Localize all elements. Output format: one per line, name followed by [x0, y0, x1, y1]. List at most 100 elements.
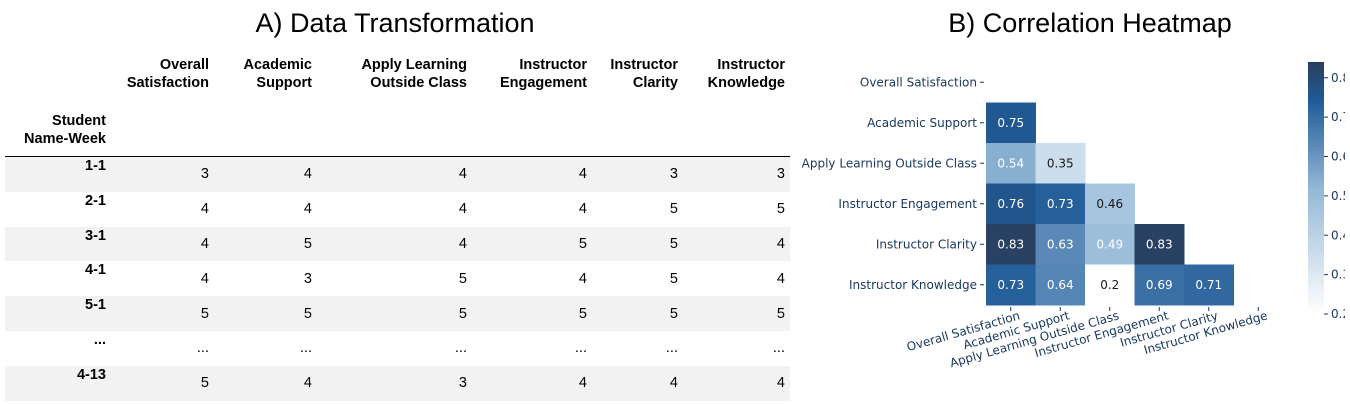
table-cell: 5 — [669, 201, 678, 218]
table-cell: 4 — [200, 235, 209, 252]
y-tick-label: Overall Satisfaction — [860, 75, 977, 89]
data-table-container: Overall Satisfaction Academic Support Appl… — [5, 52, 795, 401]
heatmap-cell — [1085, 264, 1135, 306]
table-cell: 4 — [776, 375, 785, 392]
column-header: Academic Support — [243, 57, 312, 91]
table-cell: 5 — [669, 235, 678, 252]
cell-value-label: 0.35 — [1047, 156, 1074, 170]
row-index: 4-13 — [76, 366, 106, 383]
table-cell: ... — [772, 340, 785, 357]
panel-a-title: A) Data Transformation — [255, 8, 535, 38]
cell-value-label: 0.73 — [997, 278, 1024, 292]
y-tick-label: Instructor Clarity — [876, 237, 977, 251]
column-header: Apply Learning Outside Class — [361, 57, 467, 91]
y-tick-label: Instructor Knowledge — [849, 278, 977, 292]
heatmap-cell — [1035, 224, 1086, 265]
table-cell: ... — [454, 340, 467, 357]
table-cell: 4 — [200, 201, 209, 218]
column-header-row: Overall Satisfaction Academic Support Appl… — [5, 52, 790, 100]
heatmap-cell — [986, 102, 1036, 144]
cell-value-label: 0.69 — [1146, 278, 1173, 292]
column-header: Instructor Clarity — [610, 57, 678, 91]
row-index: 3-1 — [85, 227, 106, 244]
table-row: 5-1 5 5 5 5 5 5 — [5, 296, 790, 331]
heatmap-cell — [986, 183, 1036, 225]
row-index: ... — [93, 331, 106, 348]
panel-b-title: B) Correlation Heatmap — [948, 8, 1232, 38]
table-cell: 3 — [200, 166, 209, 183]
y-tick-label: Instructor Engagement — [838, 197, 977, 211]
table-row: 4-13 5 4 3 4 4 4 — [5, 365, 790, 401]
table-cell: 3 — [669, 166, 678, 183]
colorbar-tick-label: 0.7 — [1331, 110, 1345, 124]
table-cell: 5 — [669, 270, 678, 287]
cell-value-label: 0.75 — [997, 116, 1024, 130]
table-cell: 4 — [458, 166, 467, 183]
heatmap-cell — [986, 143, 1036, 184]
column-header: Instructor Knowledge — [707, 57, 785, 91]
heatmap-cell — [1035, 264, 1086, 306]
cell-value-label: 0.73 — [1047, 197, 1074, 211]
table-row: 2-1 4 4 4 4 5 5 — [5, 192, 790, 227]
table-cell: 4 — [578, 201, 587, 218]
heatmap-cell — [986, 224, 1036, 265]
table-cell: 5 — [303, 235, 312, 252]
heatmap-cell — [1085, 224, 1135, 265]
cell-value-label: 0.71 — [1195, 278, 1222, 292]
table-cell: 5 — [303, 305, 312, 322]
cell-value-label: 0.2 — [1100, 278, 1119, 292]
table-cell: 5 — [200, 305, 209, 322]
colorbar — [1308, 62, 1324, 314]
heatmap-cell — [1035, 183, 1086, 225]
column-header: Instructor Engagement — [499, 57, 587, 91]
table-cell: 5 — [578, 235, 587, 252]
table-cell: 5 — [458, 305, 467, 322]
table-cell: ... — [574, 340, 587, 357]
row-index: 2-1 — [85, 192, 106, 209]
table-cell: 5 — [578, 305, 587, 322]
row-index: 4-1 — [85, 262, 106, 279]
table-row: 3-1 4 5 4 5 5 4 — [5, 226, 790, 262]
heatmap-cell — [1134, 224, 1185, 265]
heatmap-cell — [1184, 264, 1234, 306]
index-header-row: Student Name-Week — [5, 100, 790, 157]
heatmap-cell — [1085, 183, 1135, 225]
table-cell: 4 — [776, 235, 785, 252]
table-cell: 4 — [669, 375, 678, 392]
index-header: Student Name-Week — [5, 100, 111, 157]
cell-value-label: 0.83 — [1146, 237, 1173, 251]
corner-cell — [5, 52, 111, 100]
cell-value-label: 0.63 — [1047, 237, 1074, 251]
row-index: 1-1 — [85, 158, 106, 174]
cell-value-label: 0.83 — [997, 237, 1024, 251]
heatmap-cell — [986, 264, 1036, 306]
row-index: 5-1 — [85, 297, 106, 314]
table-cell: 3 — [776, 166, 785, 183]
colorbar-tick-label: 0.3 — [1331, 268, 1345, 282]
table-cell: 5 — [776, 201, 785, 218]
heatmap-cell — [1035, 143, 1086, 184]
y-tick-label: Apply Learning Outside Class — [802, 156, 977, 170]
table-cell: 3 — [458, 375, 467, 392]
correlation-heatmap: Overall Satisfaction Academic Support Appl… — [802, 62, 1345, 370]
table-cell: 4 — [776, 270, 785, 287]
table-cell: 4 — [458, 235, 467, 252]
table-cell: 4 — [303, 375, 312, 392]
colorbar-tick-label: 0.4 — [1331, 228, 1345, 242]
colorbar-tick-label: 0.8 — [1331, 71, 1345, 85]
table-cell: 5 — [776, 305, 785, 322]
table-cell: 4 — [458, 201, 467, 218]
table-cell: 4 — [578, 166, 587, 183]
table-cell: 3 — [303, 270, 312, 287]
table-cell: 5 — [669, 305, 678, 322]
cell-value-label: 0.76 — [997, 197, 1024, 211]
table-cell: 4 — [303, 201, 312, 218]
colorbar-tick-label: 0.5 — [1331, 189, 1345, 203]
table-cell: ... — [299, 340, 312, 357]
table-cell: 4 — [578, 270, 587, 287]
table-row: 1-1 3 4 4 4 3 3 — [5, 156, 790, 192]
heatmap-cell — [1134, 264, 1185, 306]
table-cell: ... — [665, 340, 678, 357]
cell-value-label: 0.46 — [1096, 197, 1123, 211]
cell-value-label: 0.54 — [997, 156, 1024, 170]
